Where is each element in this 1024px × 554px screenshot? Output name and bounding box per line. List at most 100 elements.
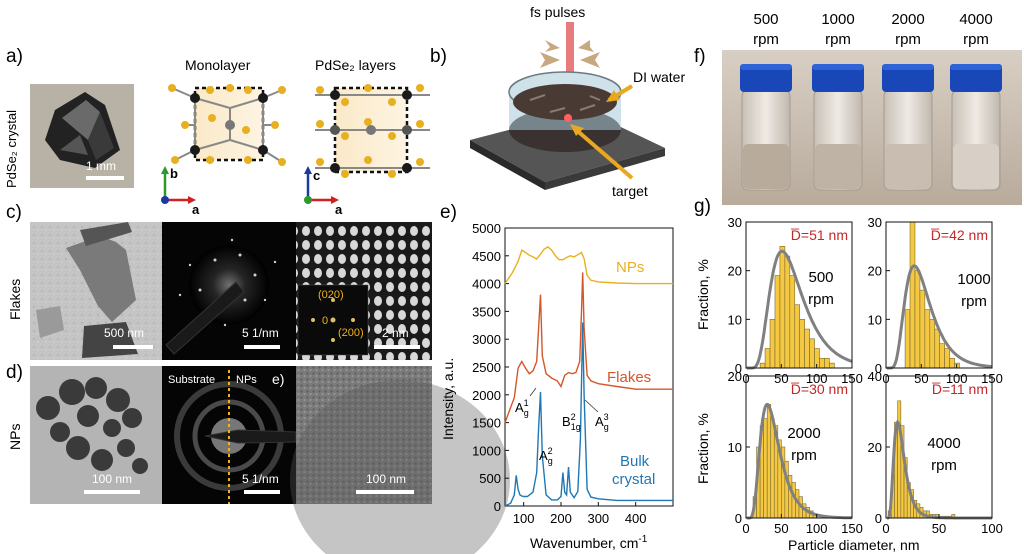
hist-fit-curve [746, 402, 852, 520]
hist-speed-value: 4000 [927, 435, 960, 452]
hist-speed-unit: rpm [808, 291, 834, 308]
rpm-header-unit: rpm [753, 31, 779, 48]
hist-bar [764, 348, 771, 369]
flakes-diffraction-image: 5 1/nm [162, 222, 296, 360]
hist-fit-curve [886, 264, 992, 370]
hist-xtick-label: 100 [806, 371, 828, 386]
crystal-label: PdSe₂ crystal [4, 110, 19, 188]
peak-a1g-sup: 1 [524, 398, 529, 408]
hist-ytick-label: 30 [868, 215, 882, 230]
hist-bar [919, 289, 926, 369]
hist-xtick-label: 150 [841, 521, 863, 536]
water-label: DI water [633, 69, 685, 85]
hist-bar [829, 362, 835, 369]
nps-scale-3: 100 nm [366, 472, 406, 486]
vial-cap-highlight [740, 64, 792, 70]
hist-ytick-label: 10 [868, 312, 882, 327]
raman-ytick-label: 4000 [472, 277, 501, 292]
hist-bar [949, 357, 955, 369]
raman-ytick-label: 1000 [472, 443, 501, 458]
raman-xtick-label: 300 [587, 511, 609, 526]
raman-xlabel: Wavenumber, cm-1 [530, 534, 648, 551]
hist-bar [770, 418, 775, 519]
hist-xtick-label: 100 [981, 521, 1003, 536]
hist-mean-diameter: D̅=42 nm [930, 227, 988, 243]
inner-panel-letter-e: e) [272, 371, 284, 387]
hist-bar [779, 246, 786, 369]
nps-tem-image: 100 nm [30, 366, 162, 504]
peak-a1g-sub: g [524, 408, 529, 418]
hist-bar [774, 275, 781, 369]
hist-xtick-label: 0 [882, 521, 889, 536]
hist-ylabel-top: Fraction, % [695, 259, 711, 330]
monolayer-title: Monolayer [185, 57, 251, 73]
raman-ytick-label: 3500 [472, 304, 501, 319]
raman-ytick-label: 1500 [472, 416, 501, 431]
series-label-nps: NPs [616, 259, 644, 276]
vials-photo [722, 50, 1022, 205]
rpm-header-value: 500 [753, 11, 778, 28]
raman-ytick-label: 3000 [472, 332, 501, 347]
hist-bar [904, 309, 911, 369]
peak-a3g-base: A [595, 414, 604, 429]
vial-cap [950, 64, 1002, 92]
vial-liquid [885, 144, 931, 189]
raman-xtick-label: 400 [625, 511, 647, 526]
flakes-scale-2: 5 1/nm [242, 326, 279, 340]
hist-frame [745, 221, 853, 369]
hist-speed-value: 500 [808, 269, 833, 286]
hist-bar [789, 275, 796, 369]
axis-b-label: b [170, 166, 178, 181]
raman-ytick-label: 500 [479, 471, 501, 486]
hist-bar [824, 357, 830, 369]
hist-bar [769, 319, 776, 369]
peak-label-a1g: A1 g [515, 398, 529, 418]
hist-bar [766, 404, 772, 519]
rpm-header-unit: rpm [825, 31, 851, 48]
panel-letter-f: f) [694, 46, 706, 67]
hist-speed-unit: rpm [791, 447, 817, 464]
vial-cap-highlight [882, 64, 934, 70]
peak-a2g-sub: g [548, 456, 553, 466]
hist-speed-value: 2000 [787, 425, 820, 442]
hist-bar [939, 343, 945, 369]
hist-bar [784, 255, 791, 369]
raman-ylabel: Intensity, a.u. [440, 358, 456, 440]
panel-letter-c: c) [6, 202, 22, 223]
hist-ytick-label: 20 [728, 264, 742, 279]
fft-label-200: (200) [338, 327, 364, 339]
fft-label-0: 0 [322, 315, 328, 327]
hist-ytick-label: 0 [875, 361, 882, 376]
hist-mean-diameter: D̅=30 nm [790, 381, 848, 397]
hist-speed-value: 1000 [957, 271, 990, 288]
raman-ytick-label: 4500 [472, 249, 501, 264]
hist-bar [763, 418, 768, 519]
histogram-2000-rpm: 0 10 20 0 50 100 150 D̅=30 nm 2000 rpm [728, 369, 863, 536]
hist-bar [809, 338, 815, 369]
hist-xtick-label: 50 [774, 371, 788, 386]
pulses-label: fs pulses [530, 4, 585, 20]
raman-series-flakes [504, 272, 673, 423]
peak-a2g-base: A [539, 448, 548, 463]
series-label-bulk-2: crystal [612, 471, 655, 488]
peak-a3g-sub: g [604, 422, 609, 432]
vial-cap-highlight [812, 64, 864, 70]
hist-speed-unit: rpm [961, 293, 987, 310]
peak-b21g-base: B [562, 414, 571, 429]
rpm-header-unit: rpm [895, 31, 921, 48]
hist-ylabel-bottom: Fraction, % [695, 413, 711, 484]
hist-bar [819, 357, 825, 369]
axis-c-label: c [313, 168, 320, 183]
hist-bar [799, 319, 805, 369]
raman-ytick-label: 5000 [472, 221, 501, 236]
panel-letter-e: e) [440, 202, 457, 223]
vial-cap [812, 64, 864, 92]
flakes-lattice-image: (020) 0 (200) 2 nm [296, 222, 432, 360]
hist-bar [924, 309, 931, 369]
raman-series-nps [504, 246, 673, 285]
target-label: target [612, 183, 648, 199]
rpm-header-value: 4000 [959, 11, 992, 28]
vial-liquid [743, 144, 789, 189]
vial-cap [740, 64, 792, 92]
